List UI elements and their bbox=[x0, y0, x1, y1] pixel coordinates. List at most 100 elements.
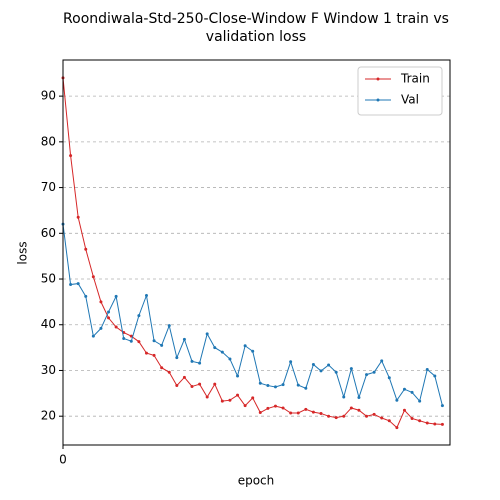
point bbox=[334, 416, 338, 420]
point bbox=[152, 353, 156, 357]
point bbox=[349, 406, 353, 410]
point bbox=[402, 408, 406, 412]
point bbox=[175, 356, 179, 360]
point bbox=[122, 336, 126, 340]
point bbox=[137, 314, 141, 318]
point bbox=[311, 363, 315, 367]
point bbox=[304, 407, 308, 411]
point bbox=[319, 369, 323, 373]
chart-title: Roondiwala-Std-250-Close-Window F Window… bbox=[63, 11, 449, 27]
point bbox=[319, 411, 323, 415]
y-tick-label: 30 bbox=[41, 363, 56, 377]
point bbox=[387, 376, 391, 380]
point bbox=[99, 300, 103, 304]
point bbox=[296, 411, 300, 415]
point bbox=[144, 351, 148, 355]
point bbox=[433, 422, 437, 426]
y-axis-label: loss bbox=[16, 241, 30, 264]
point bbox=[76, 215, 80, 219]
point bbox=[236, 393, 240, 397]
point bbox=[182, 375, 186, 379]
point bbox=[167, 370, 171, 374]
point bbox=[311, 410, 315, 414]
point bbox=[266, 406, 270, 410]
point bbox=[410, 390, 414, 394]
point bbox=[99, 326, 103, 330]
point bbox=[205, 332, 209, 336]
point bbox=[190, 384, 194, 388]
point bbox=[395, 426, 399, 430]
point bbox=[281, 383, 285, 387]
point bbox=[182, 337, 186, 341]
point bbox=[160, 366, 164, 370]
point bbox=[433, 374, 437, 378]
point bbox=[84, 294, 88, 298]
point bbox=[236, 374, 240, 378]
point bbox=[91, 275, 95, 279]
point bbox=[372, 370, 376, 374]
point bbox=[220, 399, 224, 403]
point bbox=[440, 404, 444, 408]
point bbox=[213, 346, 217, 350]
point bbox=[342, 414, 346, 418]
legend-marker bbox=[376, 98, 380, 102]
point bbox=[418, 419, 422, 423]
point bbox=[190, 359, 194, 363]
point bbox=[220, 350, 224, 354]
y-tick-label: 90 bbox=[41, 89, 56, 103]
point bbox=[418, 399, 422, 403]
point bbox=[251, 396, 255, 400]
chart-title: validation loss bbox=[206, 29, 306, 45]
point bbox=[402, 387, 406, 391]
point bbox=[213, 382, 217, 386]
point bbox=[387, 419, 391, 423]
point bbox=[327, 363, 331, 367]
point bbox=[228, 357, 232, 361]
point bbox=[198, 361, 202, 365]
point bbox=[327, 414, 331, 418]
point bbox=[273, 385, 277, 389]
point bbox=[380, 416, 384, 420]
y-tick-label: 20 bbox=[41, 409, 56, 423]
point bbox=[114, 325, 118, 329]
legend-label: Train bbox=[400, 72, 430, 86]
point bbox=[137, 340, 141, 344]
point bbox=[160, 343, 164, 347]
point bbox=[365, 414, 369, 418]
point bbox=[175, 384, 179, 388]
point bbox=[266, 384, 270, 388]
point bbox=[365, 373, 369, 377]
y-tick-label: 40 bbox=[41, 317, 56, 331]
y-tick-label: 60 bbox=[41, 226, 56, 240]
point bbox=[304, 386, 308, 390]
point bbox=[410, 416, 414, 420]
x-tick-label: 0 bbox=[59, 453, 67, 467]
y-tick-label: 50 bbox=[41, 272, 56, 286]
point bbox=[342, 395, 346, 399]
point bbox=[167, 324, 171, 328]
point bbox=[380, 359, 384, 363]
legend-label: Val bbox=[401, 93, 419, 107]
point bbox=[425, 368, 429, 372]
y-tick-label: 70 bbox=[41, 180, 56, 194]
point bbox=[69, 154, 73, 158]
point bbox=[107, 310, 111, 314]
point bbox=[289, 360, 293, 364]
point bbox=[372, 412, 376, 416]
y-tick-label: 80 bbox=[41, 134, 56, 148]
point bbox=[198, 382, 202, 386]
point bbox=[273, 404, 277, 408]
point bbox=[258, 381, 262, 385]
point bbox=[281, 406, 285, 410]
point bbox=[205, 395, 209, 399]
point bbox=[289, 411, 293, 415]
point bbox=[243, 404, 247, 408]
point bbox=[440, 422, 444, 426]
point bbox=[296, 383, 300, 387]
point bbox=[243, 344, 247, 348]
point bbox=[69, 283, 73, 287]
point bbox=[425, 421, 429, 425]
point bbox=[84, 247, 88, 251]
point bbox=[152, 339, 156, 343]
